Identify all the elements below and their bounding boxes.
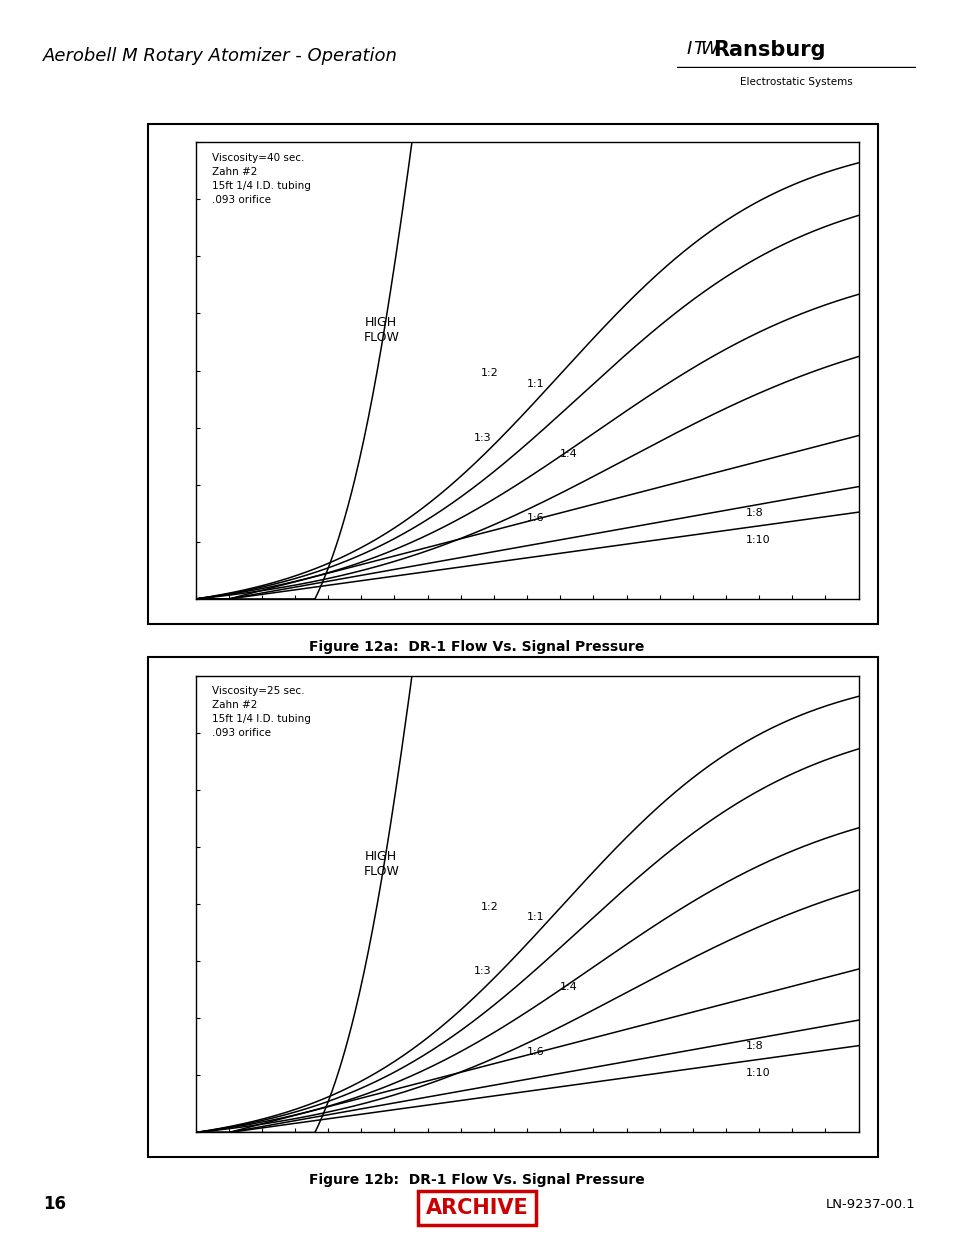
Text: Ransburg: Ransburg	[713, 40, 825, 59]
Text: 1:8: 1:8	[745, 508, 762, 517]
Text: 1:4: 1:4	[559, 982, 578, 993]
Text: I: I	[686, 40, 692, 58]
Text: HIGH
FLOW: HIGH FLOW	[363, 850, 398, 878]
Text: Figure 12a:  DR-1 Flow Vs. Signal Pressure: Figure 12a: DR-1 Flow Vs. Signal Pressur…	[309, 640, 644, 653]
Text: 1:1: 1:1	[526, 913, 544, 923]
Text: 1:3: 1:3	[474, 966, 491, 976]
Text: 1:10: 1:10	[745, 1068, 770, 1078]
Text: 1:6: 1:6	[526, 514, 544, 524]
Text: 1:8: 1:8	[745, 1041, 762, 1051]
Text: 1:2: 1:2	[480, 902, 497, 911]
Text: 1:1: 1:1	[526, 379, 544, 389]
Text: Viscosity=25 sec.
Zahn #2
15ft 1/4 I.D. tubing
.093 orifice: Viscosity=25 sec. Zahn #2 15ft 1/4 I.D. …	[212, 687, 311, 739]
Text: ARCHIVE: ARCHIVE	[425, 1198, 528, 1218]
Text: W: W	[700, 40, 718, 58]
Text: Electrostatic Systems: Electrostatic Systems	[740, 77, 852, 86]
Text: T: T	[693, 40, 704, 58]
Text: 16: 16	[43, 1195, 66, 1213]
Text: Figure 12b:  DR-1 Flow Vs. Signal Pressure: Figure 12b: DR-1 Flow Vs. Signal Pressur…	[309, 1173, 644, 1187]
Text: 1:6: 1:6	[526, 1047, 544, 1057]
Text: LN-9237-00.1: LN-9237-00.1	[825, 1198, 915, 1210]
Text: HIGH
FLOW: HIGH FLOW	[363, 316, 398, 345]
Text: 1:3: 1:3	[474, 432, 491, 442]
Text: 1:2: 1:2	[480, 368, 497, 378]
Text: Aerobell M Rotary Atomizer - Operation: Aerobell M Rotary Atomizer - Operation	[43, 47, 397, 65]
Text: Viscosity=40 sec.
Zahn #2
15ft 1/4 I.D. tubing
.093 orifice: Viscosity=40 sec. Zahn #2 15ft 1/4 I.D. …	[212, 153, 311, 205]
Text: 1:4: 1:4	[559, 448, 578, 459]
Text: 1:10: 1:10	[745, 535, 770, 545]
